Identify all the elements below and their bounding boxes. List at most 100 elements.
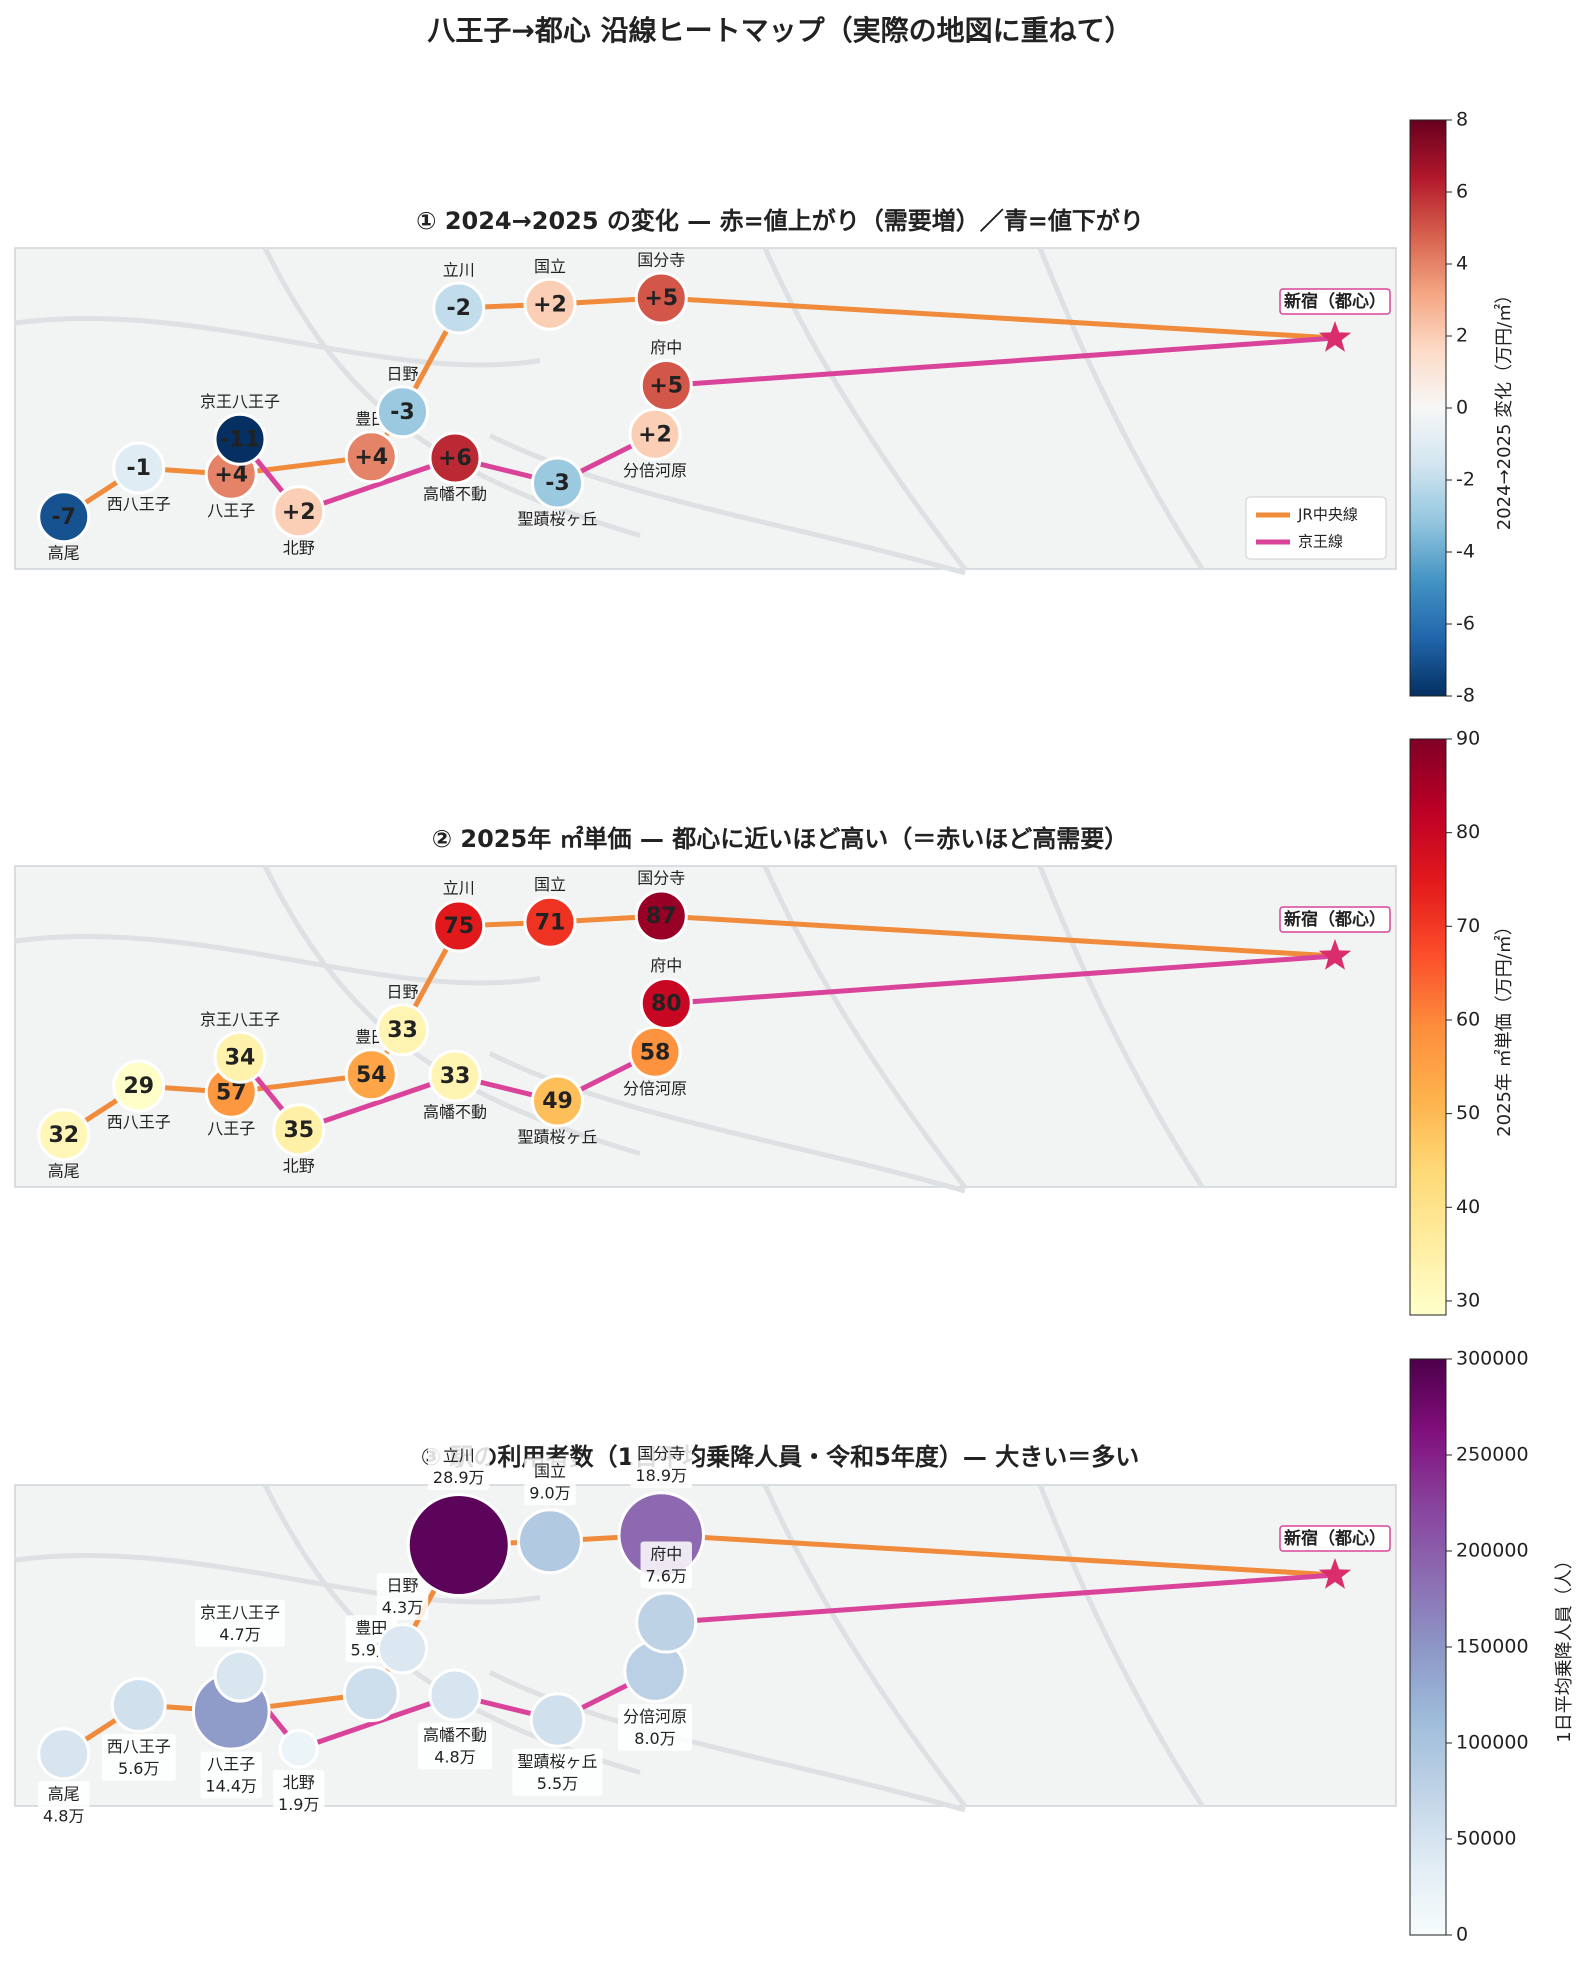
- value-label: 58: [640, 1040, 671, 1065]
- destination-star: [1318, 939, 1352, 970]
- station-name: 国分寺: [637, 869, 685, 888]
- station-bubble: [37, 1108, 91, 1162]
- station-bubble: [376, 385, 429, 439]
- colorbar-tick-label: 0: [1456, 397, 1468, 419]
- station-bubble: [432, 899, 486, 953]
- map-road: [14, 933, 541, 986]
- legend-label: 京王線: [1298, 533, 1343, 551]
- station-name: 府中: [650, 338, 682, 357]
- station-name: 高尾: [48, 1161, 80, 1180]
- value-label: 49: [542, 1089, 573, 1114]
- label-box: [617, 1703, 693, 1751]
- station-name: 立川: [443, 261, 475, 280]
- colorbar-tick-label: 4: [1456, 253, 1468, 275]
- station-bubble: [376, 1003, 429, 1057]
- map-road: [762, 864, 967, 1189]
- map-road: [14, 1552, 541, 1605]
- station-name: 国立: [534, 875, 566, 894]
- value-label: -3: [390, 400, 414, 425]
- station-name: 豊田: [355, 1618, 387, 1637]
- station-name: 立川: [443, 879, 475, 898]
- label-box: [376, 1573, 429, 1621]
- value-label: 71: [535, 910, 566, 935]
- panel: ③ 駅の利用者数（1日平均乗降人員・令和5年度）— 大きい＝多い新宿（都心）高尾…: [14, 1348, 1575, 1946]
- value-label: 4.8万: [43, 1806, 84, 1825]
- station-name: 国立: [534, 1461, 566, 1480]
- value-label: +4: [354, 445, 388, 470]
- value-label: 75: [443, 914, 474, 939]
- station-bubble: [344, 430, 398, 484]
- station-name: 分倍河原: [623, 461, 687, 480]
- station-bubble: [272, 1103, 326, 1157]
- colorbar-tick-label: 90: [1456, 728, 1480, 750]
- colorbar-tick-label: -6: [1456, 613, 1475, 635]
- value-label: -1: [127, 456, 151, 481]
- colorbar-tick-label: 70: [1456, 915, 1480, 937]
- colorbar-tick-label: 50: [1456, 1102, 1480, 1124]
- value-label: 7.6万: [646, 1566, 687, 1585]
- station-name: 高幡不動: [423, 485, 487, 504]
- label-box: [273, 1769, 325, 1817]
- legend-label: JR中央線: [1297, 506, 1358, 524]
- colorbar-tick-label: 0: [1456, 1924, 1468, 1946]
- map-road: [488, 433, 966, 576]
- value-label: -3: [545, 471, 569, 496]
- station-name: 京王八王子: [200, 1010, 280, 1029]
- station-bubble: [37, 490, 91, 544]
- label-box: [194, 1599, 286, 1647]
- figure-title: 八王子→都心 沿線ヒートマップ（実際の地図に重ねて）: [427, 14, 1132, 47]
- station-bubble: [432, 281, 486, 335]
- station-bubble: [634, 271, 688, 325]
- value-label: 33: [440, 1064, 471, 1089]
- station-bubble: [278, 1728, 319, 1769]
- label-box: [630, 1441, 693, 1489]
- value-label: 33: [387, 1018, 418, 1043]
- map-road: [1037, 247, 1205, 571]
- colorbar: [1409, 119, 1447, 697]
- value-label: +2: [282, 500, 316, 525]
- colorbar-tick-label: 200000: [1456, 1540, 1529, 1562]
- station-name: 高尾: [48, 1784, 80, 1803]
- station-name: 八王子: [207, 1119, 255, 1138]
- station-name: 分倍河原: [623, 1707, 687, 1726]
- value-label: 9.0万: [529, 1483, 570, 1502]
- station-name: 国分寺: [637, 1444, 685, 1463]
- station-name: 高尾: [48, 543, 80, 562]
- value-label: 14.4万: [205, 1777, 257, 1796]
- station-bubble: [639, 359, 693, 412]
- value-label: -7: [52, 505, 76, 530]
- destination-label: 新宿（都心）: [1284, 291, 1386, 312]
- label-box: [512, 1748, 603, 1796]
- destination-label: 新宿（都心）: [1284, 909, 1386, 930]
- station-bubble: [428, 1668, 482, 1722]
- station-name: 京王八王子: [200, 1603, 280, 1622]
- panel-title: ② 2025年 ㎡単価 — 都心に近いほど高い（＝赤いほど高需要）: [432, 825, 1129, 853]
- station-bubble: [523, 277, 577, 331]
- value-label: 4.7万: [219, 1625, 260, 1644]
- label-box: [101, 1733, 176, 1781]
- station-bubble: [110, 1677, 167, 1733]
- map-road: [762, 246, 967, 571]
- value-label: -11: [220, 427, 260, 452]
- station-name: 北野: [283, 1156, 315, 1175]
- station-bubble: [406, 1492, 511, 1598]
- station-name: 府中: [650, 956, 682, 975]
- station-name: 立川: [443, 1446, 475, 1465]
- station-name: 北野: [283, 1773, 315, 1792]
- destination-label-box: [1279, 288, 1391, 315]
- value-label: +5: [644, 286, 678, 311]
- destination-label-box: [1279, 1525, 1391, 1552]
- destination-star: [1318, 1558, 1352, 1589]
- value-label: 57: [216, 1080, 247, 1105]
- colorbar-label: 2025年 ㎡単価（万円/㎡）: [1493, 917, 1515, 1137]
- station-bubble: [272, 485, 326, 539]
- station-bubble: [344, 1048, 398, 1102]
- value-label: +6: [438, 446, 472, 471]
- colorbar-tick-label: -2: [1456, 469, 1475, 491]
- value-label: +2: [638, 422, 672, 447]
- map-road: [762, 1483, 967, 1808]
- station-name: 日野: [386, 982, 418, 1001]
- colorbar-tick-label: 150000: [1456, 1636, 1529, 1658]
- station-name: 聖蹟桜ヶ丘: [517, 1752, 597, 1771]
